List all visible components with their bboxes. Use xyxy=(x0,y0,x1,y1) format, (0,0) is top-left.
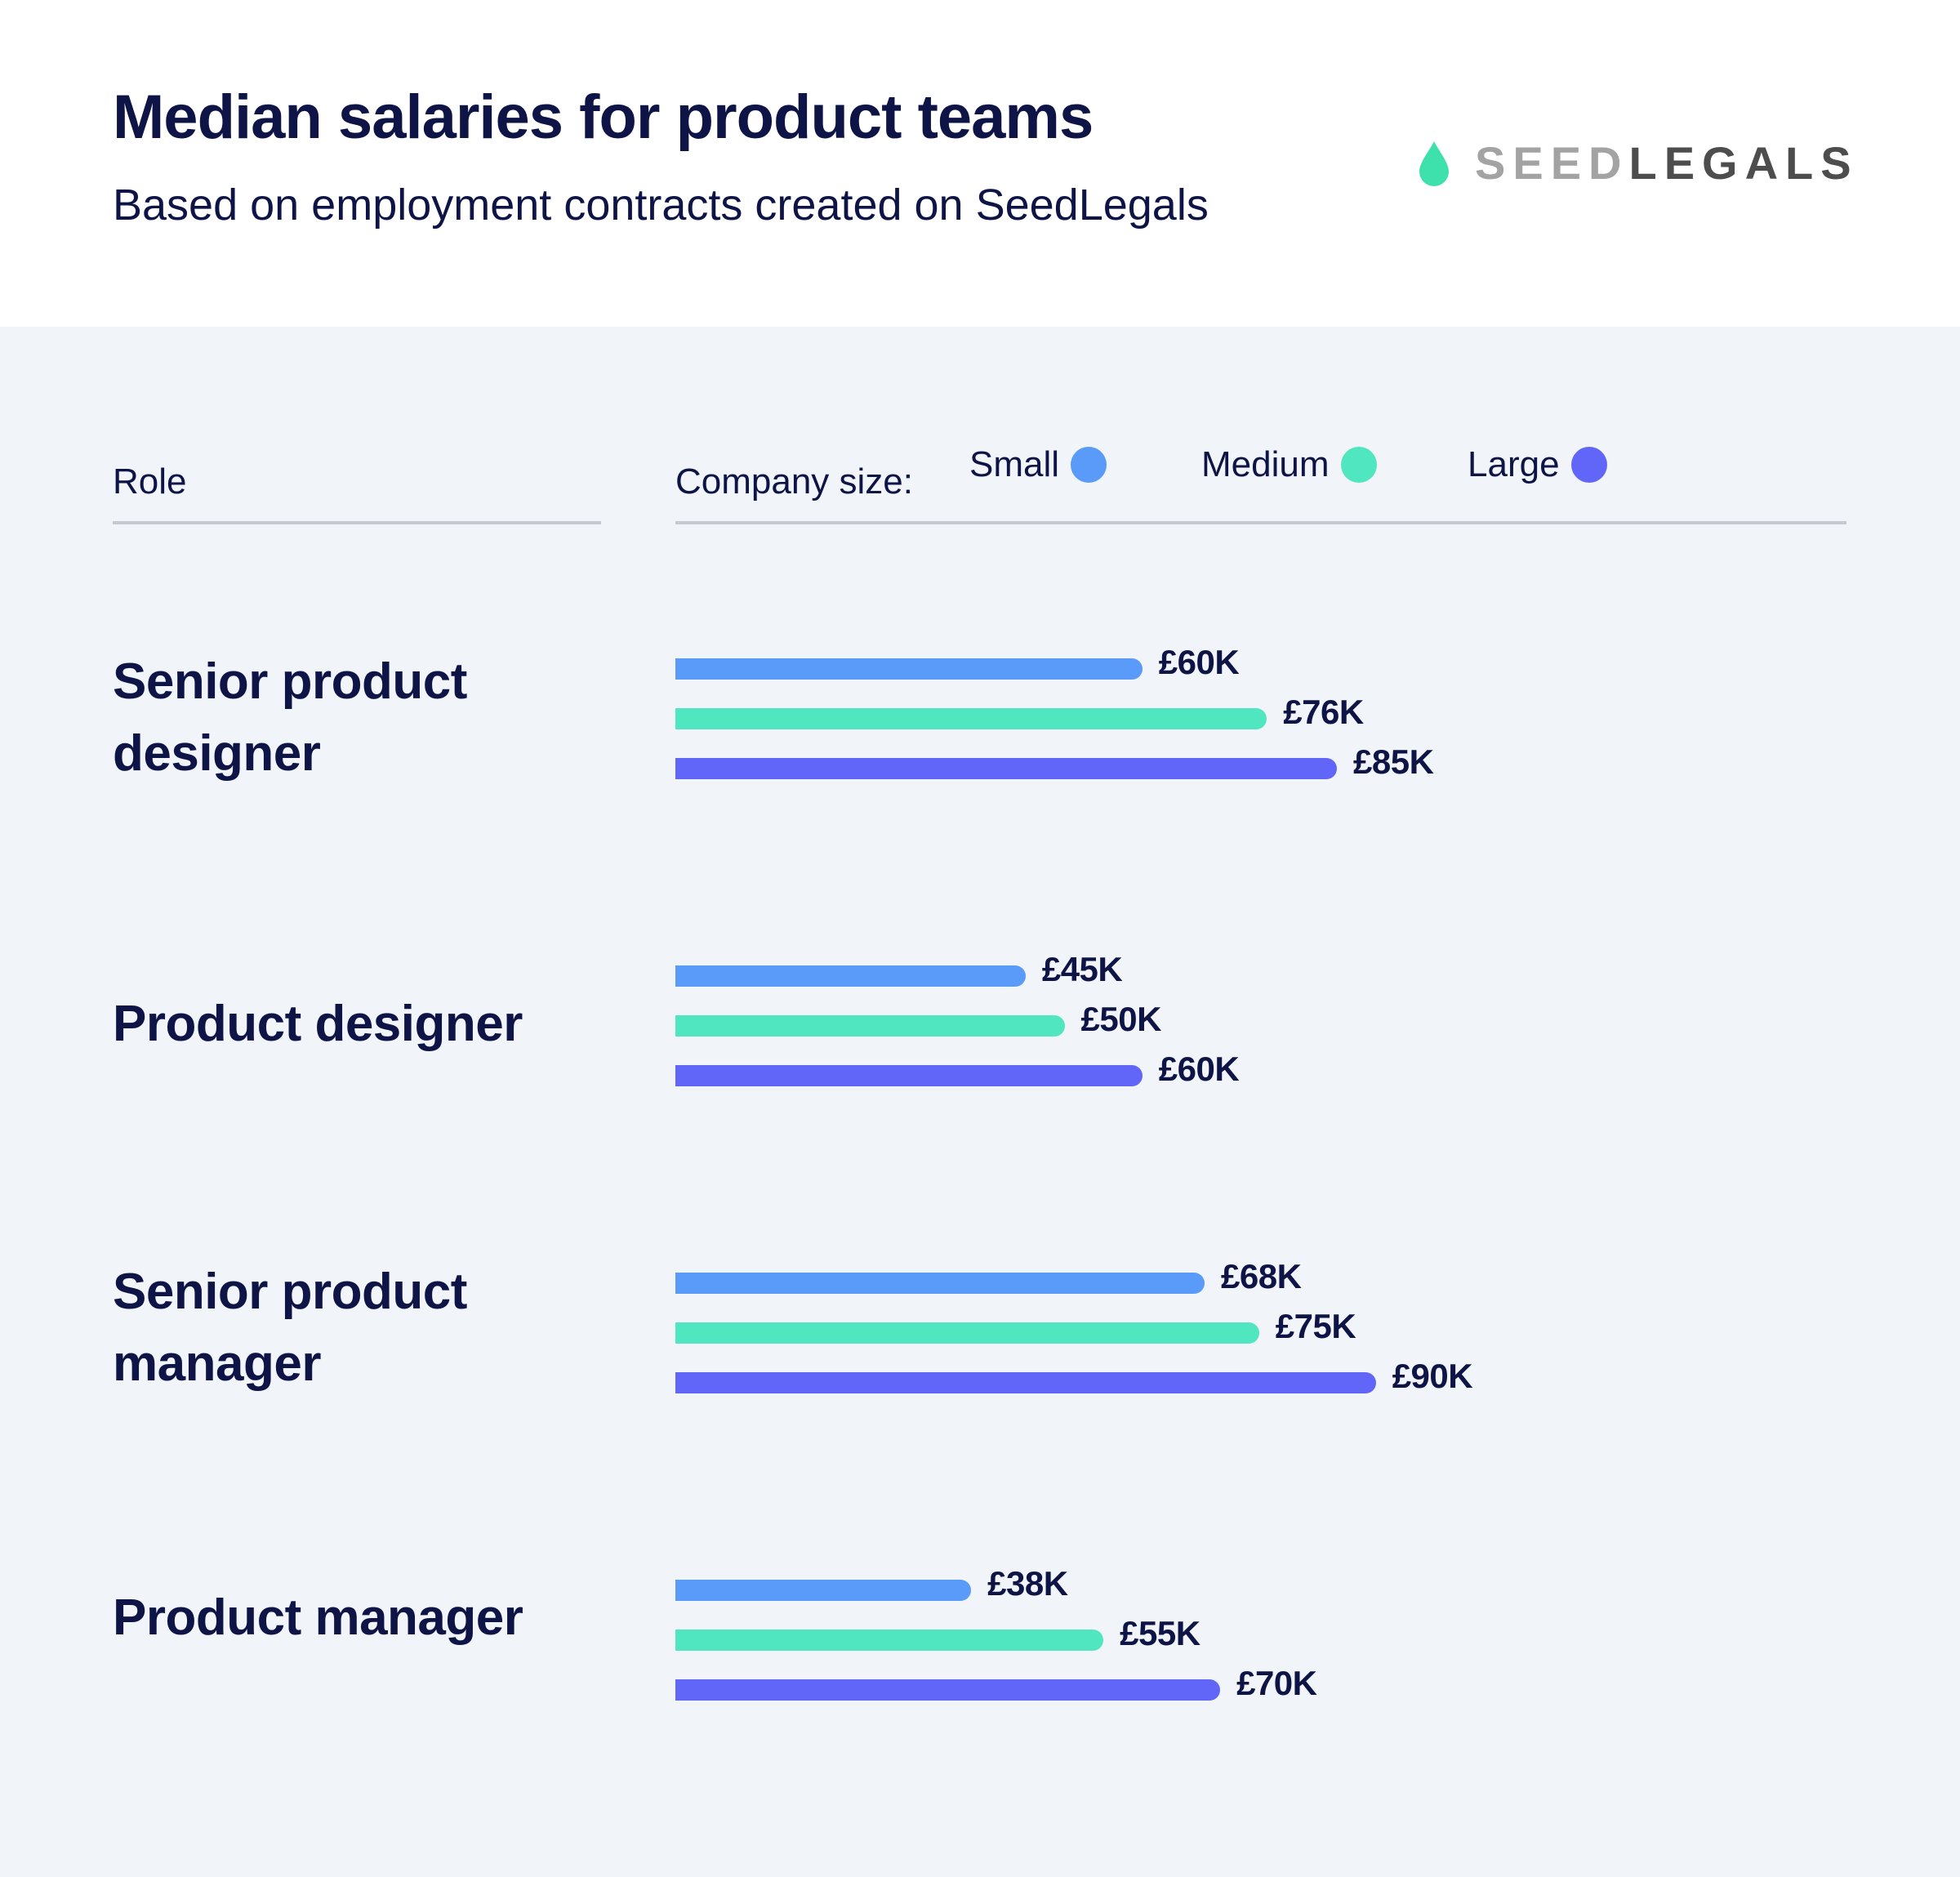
bar-large xyxy=(675,1065,1143,1086)
logo-text-seed: SEED xyxy=(1475,137,1629,189)
bar-large xyxy=(675,1679,1221,1701)
value-label: £60K xyxy=(1158,1050,1240,1088)
role-label: Senior product manager xyxy=(113,1264,467,1392)
role-label: Product manager xyxy=(113,1589,523,1646)
bar-small xyxy=(675,1273,1205,1294)
role-label: Senior product designer xyxy=(113,653,467,782)
value-label: £85K xyxy=(1353,742,1434,781)
legend-label: Medium xyxy=(1201,444,1330,484)
chart-subtitle: Based on employment contracts created on… xyxy=(113,181,1209,230)
value-label: £70K xyxy=(1236,1664,1317,1702)
logo-text-legals: LEGALS xyxy=(1628,137,1859,189)
role-label: Product designer xyxy=(113,996,523,1052)
legend-label: Small xyxy=(969,444,1060,484)
seedlegals-logo: SEEDLEGALS xyxy=(1418,137,1859,189)
value-label: £75K xyxy=(1275,1307,1356,1345)
value-label: £45K xyxy=(1041,950,1123,988)
bar-large xyxy=(675,1372,1376,1393)
role-column-header: Role xyxy=(113,461,187,502)
legend-label: Large xyxy=(1468,444,1560,484)
legend-item-small: Small xyxy=(969,446,1107,484)
drop-icon xyxy=(1419,141,1449,186)
bar-small xyxy=(675,658,1143,680)
value-label: £76K xyxy=(1283,693,1364,731)
company-size-header: Company size: xyxy=(675,461,914,502)
value-label: £50K xyxy=(1080,1000,1162,1038)
chart-header-divider xyxy=(675,521,1846,524)
legend-swatch xyxy=(1071,447,1107,483)
legend-swatch xyxy=(1570,447,1607,483)
legend-swatch xyxy=(1340,447,1377,483)
bar-medium xyxy=(675,1630,1104,1651)
bar-medium xyxy=(675,708,1267,729)
role-header-divider xyxy=(113,521,601,524)
legend-item-large: Large xyxy=(1468,446,1607,484)
legend-item-medium: Medium xyxy=(1201,446,1377,484)
value-label: £38K xyxy=(987,1564,1068,1603)
logo-text: SEEDLEGALS xyxy=(1475,140,1859,186)
value-label: £60K xyxy=(1158,643,1240,681)
value-label: £68K xyxy=(1221,1257,1302,1295)
bar-medium xyxy=(675,1015,1065,1037)
chart-panel xyxy=(0,327,1960,1877)
bar-large xyxy=(675,758,1338,779)
header: Median salaries for product teams Based … xyxy=(0,0,1960,327)
value-label: £55K xyxy=(1120,1614,1200,1652)
bar-small xyxy=(675,965,1026,987)
bar-small xyxy=(675,1580,972,1601)
bar-medium xyxy=(675,1322,1259,1344)
chart-title: Median salaries for product teams xyxy=(113,82,1094,152)
value-label: £90K xyxy=(1392,1357,1473,1395)
